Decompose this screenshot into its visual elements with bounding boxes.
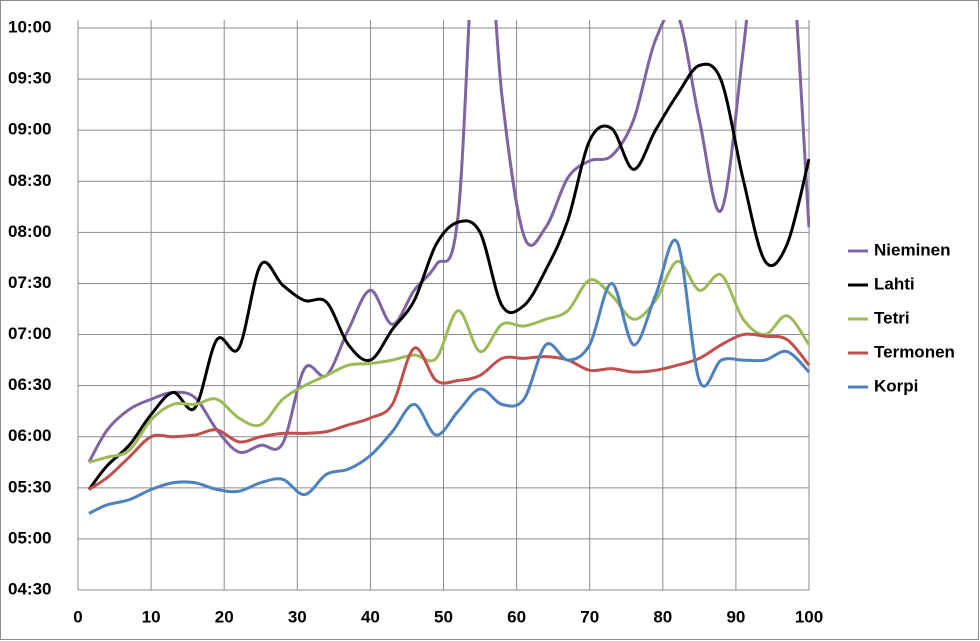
y-tick-label: 09:00 [8,120,51,139]
x-tick-label: 90 [726,607,745,626]
x-tick-label: 50 [434,607,453,626]
legend-label: Korpi [874,376,918,395]
series-line [88,259,810,464]
y-tick-label: 05:30 [8,477,51,496]
x-tick-label: 10 [142,607,161,626]
y-tick-label: 08:00 [8,222,51,241]
y-tick-label: 07:30 [8,273,51,292]
y-tick-label: 04:30 [8,579,51,598]
series-line [88,238,810,515]
x-tick-label: 0 [73,607,82,626]
y-tick-label: 05:00 [8,528,51,547]
y-tick-label: 10:00 [8,17,51,36]
x-tick-label: 70 [580,607,599,626]
y-tick-label: 09:30 [8,69,51,88]
legend-label: Tetri [874,308,910,327]
x-tick-label: 80 [653,607,672,626]
y-tick-label: 06:30 [8,375,51,394]
x-tick-label: 40 [361,607,380,626]
legend-label: Nieminen [874,240,951,259]
y-tick-label: 08:30 [8,171,51,190]
series-line [87,62,810,491]
series-line [87,20,810,464]
x-tick-label: 30 [288,607,307,626]
legend-label: Termonen [874,342,955,361]
y-tick-label: 07:00 [8,324,51,343]
x-tick-label: 60 [507,607,526,626]
legend-label: Lahti [874,274,915,293]
x-tick-label: 20 [215,607,234,626]
series-line [88,332,810,491]
y-tick-label: 06:00 [8,426,51,445]
x-tick-label: 100 [795,607,823,626]
